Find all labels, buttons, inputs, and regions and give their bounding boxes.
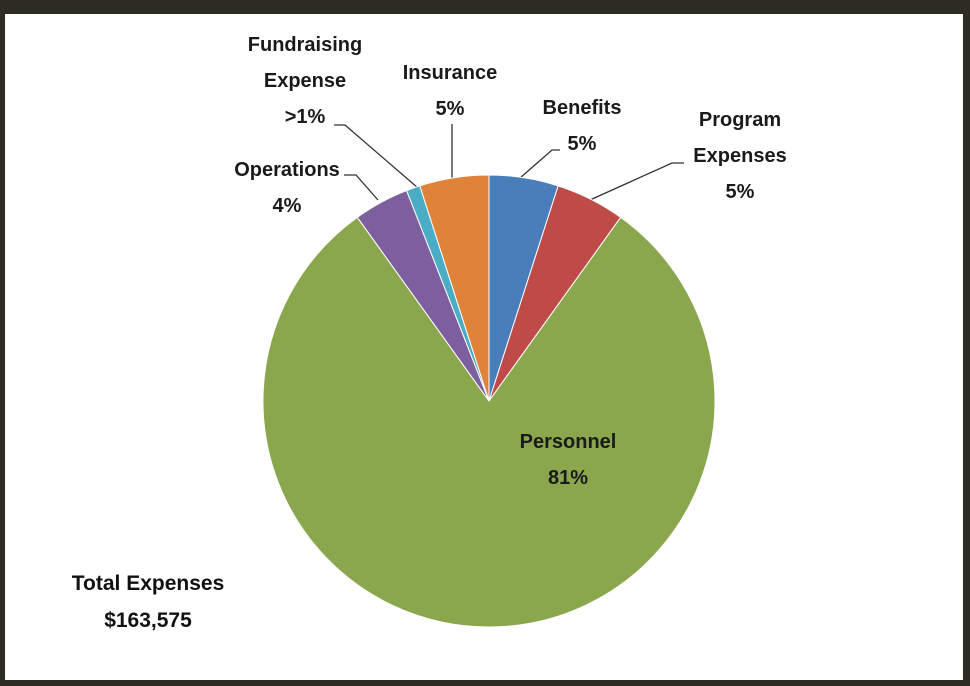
value-label: 5% [675, 174, 805, 210]
leader-line [590, 163, 684, 200]
page: Total Expenses $163,575 (() => { const d… [0, 0, 970, 686]
category-label: Operations [217, 152, 357, 188]
category-label: Insurance [380, 55, 520, 91]
value-label: 4% [217, 188, 357, 224]
total-annotation: Total Expenses $163,575 [72, 565, 225, 639]
category-label: Personnel [498, 424, 638, 460]
value-label: 5% [380, 91, 520, 127]
value-label: 5% [512, 126, 652, 162]
value-label: 81% [498, 460, 638, 496]
category-label: Benefits [512, 90, 652, 126]
category-label: Fundraising Expense [240, 27, 370, 99]
pie [263, 175, 715, 627]
value-label: >1% [240, 99, 370, 135]
annotation-line: Total Expenses [72, 565, 225, 602]
category-label: Program Expenses [675, 102, 805, 174]
slice-label: Fundraising Expense>1% [240, 27, 370, 135]
annotation-line: $163,575 [72, 602, 225, 639]
